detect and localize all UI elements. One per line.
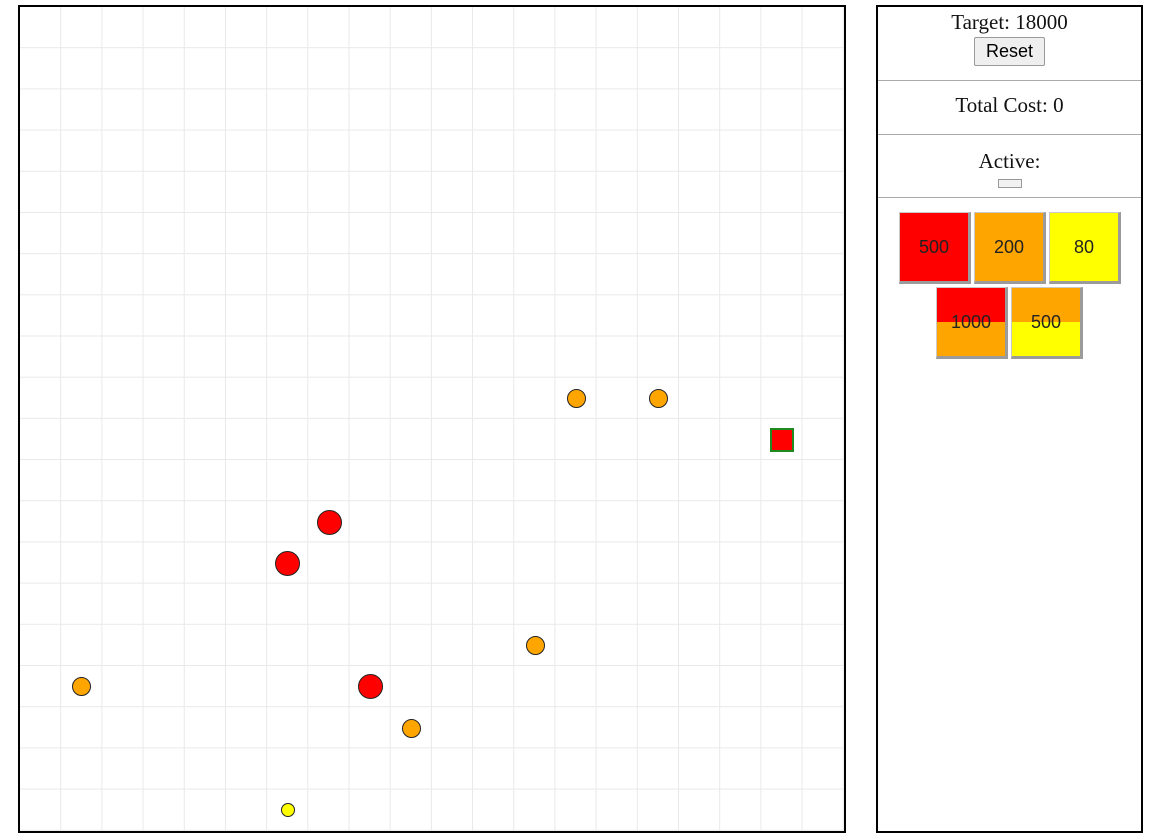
circle-piece-3[interactable] bbox=[316, 509, 342, 535]
tile-orange-yellow-500[interactable]: 500 bbox=[1011, 287, 1083, 359]
target-label: Target: 18000 bbox=[951, 10, 1068, 34]
active-piece-slot bbox=[997, 179, 1022, 188]
circle-piece-0[interactable] bbox=[566, 388, 586, 408]
target-section: Target: 18000 Reset bbox=[878, 7, 1141, 81]
circle-piece-6[interactable] bbox=[72, 677, 92, 697]
circle-piece-5[interactable] bbox=[525, 636, 545, 656]
circle-piece-7[interactable] bbox=[357, 674, 383, 700]
circle-piece-8[interactable] bbox=[401, 718, 421, 738]
reset-button[interactable]: Reset bbox=[973, 37, 1046, 66]
circle-piece-9[interactable] bbox=[280, 803, 295, 818]
tile-label: 500 bbox=[1030, 311, 1062, 332]
circle-piece-4[interactable] bbox=[275, 550, 301, 576]
square-piece-2[interactable] bbox=[770, 427, 795, 452]
total-cost-label: Total Cost: 0 bbox=[955, 93, 1064, 117]
side-panel: Target: 18000 Reset Total Cost: 0 Active… bbox=[876, 5, 1143, 833]
game-board[interactable] bbox=[18, 5, 846, 833]
tile-label: 1000 bbox=[950, 311, 992, 332]
tile-orange-200[interactable]: 200 bbox=[974, 212, 1046, 284]
tile-label: 80 bbox=[1073, 236, 1095, 257]
tile-red-500[interactable]: 500 bbox=[899, 212, 971, 284]
circle-piece-1[interactable] bbox=[649, 388, 669, 408]
active-section: Active: bbox=[878, 135, 1141, 198]
tile-yellow-80[interactable]: 80 bbox=[1049, 212, 1121, 284]
tile-label: 200 bbox=[993, 236, 1025, 257]
tile-red-orange-1000[interactable]: 1000 bbox=[936, 287, 1008, 359]
tile-label: 500 bbox=[918, 236, 950, 257]
total-cost-section: Total Cost: 0 bbox=[878, 81, 1141, 135]
active-label: Active: bbox=[978, 149, 1041, 173]
